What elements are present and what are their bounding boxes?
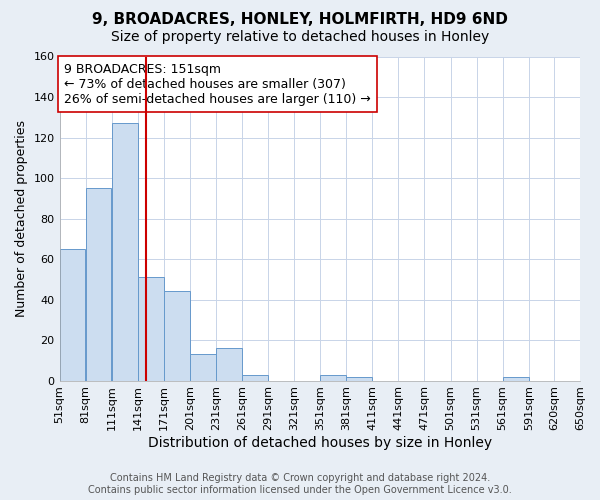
Text: Size of property relative to detached houses in Honley: Size of property relative to detached ho… (111, 30, 489, 44)
Text: Contains HM Land Registry data © Crown copyright and database right 2024.
Contai: Contains HM Land Registry data © Crown c… (88, 474, 512, 495)
Y-axis label: Number of detached properties: Number of detached properties (15, 120, 28, 317)
Bar (503, 376, 529, 380)
Bar (216, 348, 242, 380)
Bar (242, 374, 268, 380)
Bar (320, 374, 346, 380)
Bar (138, 278, 164, 380)
X-axis label: Distribution of detached houses by size in Honley: Distribution of detached houses by size … (148, 436, 492, 450)
Bar (164, 292, 190, 380)
Text: 9, BROADACRES, HONLEY, HOLMFIRTH, HD9 6ND: 9, BROADACRES, HONLEY, HOLMFIRTH, HD9 6N… (92, 12, 508, 28)
Text: 9 BROADACRES: 151sqm
← 73% of detached houses are smaller (307)
26% of semi-deta: 9 BROADACRES: 151sqm ← 73% of detached h… (64, 62, 371, 106)
Bar (346, 376, 372, 380)
Bar (60, 249, 85, 380)
Bar (86, 188, 112, 380)
Bar (112, 124, 137, 380)
Bar (190, 354, 216, 380)
